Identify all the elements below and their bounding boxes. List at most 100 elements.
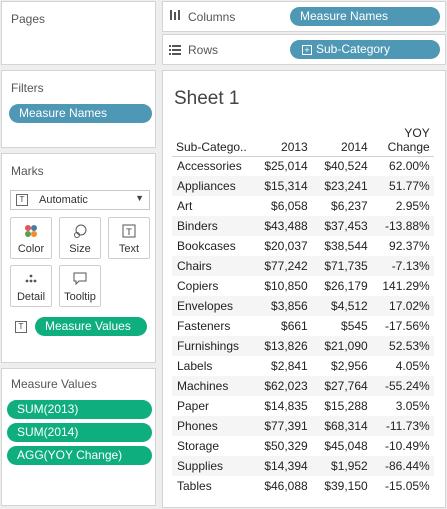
cell-2014[interactable]: $27,764 bbox=[311, 376, 372, 396]
cell-2013[interactable]: $20,037 bbox=[264, 239, 308, 253]
cell-2014[interactable]: $45,048 bbox=[324, 439, 368, 453]
cell-2013[interactable]: $77,242 bbox=[250, 256, 312, 276]
cell-yoy-change[interactable]: -17.56% bbox=[385, 319, 430, 333]
table-row: Chairs $77,242 $71,735 -7.13% bbox=[172, 256, 434, 276]
cell-2014[interactable]: $38,544 bbox=[324, 239, 368, 253]
cell-2014[interactable]: $1,952 bbox=[311, 456, 372, 476]
mark-type-dropdown[interactable]: T Automatic ▼ bbox=[10, 190, 150, 210]
cell-sub-category[interactable]: Phones bbox=[172, 416, 251, 436]
measure-value-pill-sum-2013[interactable]: SUM(2013) bbox=[7, 400, 152, 419]
cell-sub-category[interactable]: Paper bbox=[177, 399, 210, 413]
size-card[interactable]: Size bbox=[59, 217, 101, 259]
mark-type-icon: T bbox=[16, 194, 28, 206]
detail-card[interactable]: Detail bbox=[10, 265, 52, 307]
cell-2014[interactable]: $2,956 bbox=[331, 359, 368, 373]
filter-pill-measure-names[interactable]: Measure Names bbox=[9, 104, 152, 123]
cell-sub-category[interactable]: Chairs bbox=[172, 256, 251, 276]
text-card-label: Text bbox=[118, 243, 140, 255]
rows-label: Rows bbox=[188, 43, 219, 57]
rows-pill-label: Sub-Category bbox=[316, 42, 391, 56]
cell-sub-category[interactable]: Envelopes bbox=[172, 296, 251, 316]
table-row: Envelopes $3,856 $4,512 17.02% bbox=[172, 296, 434, 316]
cell-2013[interactable]: $46,088 bbox=[264, 479, 308, 493]
header-yoy-line2: Change bbox=[387, 139, 430, 154]
cell-sub-category[interactable]: Tables bbox=[177, 479, 212, 493]
cell-yoy-change[interactable]: 4.05% bbox=[395, 359, 430, 373]
cell-2013[interactable]: $77,391 bbox=[250, 416, 312, 436]
size-card-label: Size bbox=[69, 243, 91, 255]
color-card[interactable]: Color bbox=[10, 217, 52, 259]
cell-sub-category[interactable]: Machines bbox=[172, 376, 251, 396]
cell-2013[interactable]: $3,856 bbox=[250, 296, 312, 316]
measure-value-pill-yoy-change[interactable]: AGG(YOY Change) bbox=[7, 446, 152, 465]
cell-2013[interactable]: $10,850 bbox=[264, 279, 308, 293]
cell-sub-category[interactable]: Art bbox=[177, 199, 193, 213]
marks-pill-measure-values[interactable]: Measure Values bbox=[35, 317, 147, 336]
cell-yoy-change[interactable]: -11.73% bbox=[371, 416, 434, 436]
cell-yoy-change[interactable]: -7.13% bbox=[371, 256, 434, 276]
cell-2014[interactable]: $15,288 bbox=[324, 399, 368, 413]
text-card[interactable]: T Text bbox=[108, 217, 150, 259]
cell-yoy-change[interactable]: -55.24% bbox=[371, 376, 434, 396]
table-row: Labels $2,841 $2,956 4.05% bbox=[172, 356, 434, 376]
cell-sub-category[interactable]: Labels bbox=[177, 359, 213, 373]
cell-yoy-change[interactable]: 52.53% bbox=[371, 336, 434, 356]
header-row: Sub-Catego.. 2013 2014 YOY Change bbox=[172, 122, 434, 157]
cell-2014[interactable]: $545 bbox=[341, 319, 368, 333]
detail-icon bbox=[11, 271, 51, 287]
header-2013[interactable]: 2013 bbox=[250, 122, 312, 157]
header-sub-category[interactable]: Sub-Catego.. bbox=[172, 122, 251, 157]
cell-yoy-change[interactable]: 17.02% bbox=[371, 296, 434, 316]
cell-2014[interactable]: $40,524 bbox=[324, 159, 368, 174]
cell-2014[interactable]: $4,512 bbox=[311, 296, 372, 316]
measure-value-pill-sum-2014[interactable]: SUM(2014) bbox=[7, 423, 152, 442]
cell-2013[interactable]: $2,841 bbox=[271, 359, 308, 373]
tooltip-card-label: Tooltip bbox=[64, 291, 96, 303]
cell-2013[interactable]: $13,826 bbox=[250, 336, 312, 356]
header-yoy-change[interactable]: YOY Change bbox=[371, 122, 434, 157]
cell-sub-category[interactable]: Furnishings bbox=[172, 336, 251, 356]
cell-yoy-change[interactable]: 92.37% bbox=[389, 239, 430, 253]
cell-2014[interactable]: $71,735 bbox=[311, 256, 372, 276]
cell-yoy-change[interactable]: -13.88% bbox=[371, 216, 434, 236]
cell-yoy-change[interactable]: -10.49% bbox=[385, 439, 430, 453]
rows-pill-sub-category[interactable]: + Sub-Category bbox=[290, 40, 440, 59]
cell-2013[interactable]: $25,014 bbox=[264, 159, 308, 174]
cell-sub-category[interactable]: Binders bbox=[172, 216, 251, 236]
cell-2014[interactable]: $68,314 bbox=[311, 416, 372, 436]
cell-yoy-change[interactable]: 141.29% bbox=[382, 279, 430, 293]
cell-2013[interactable]: $6,058 bbox=[271, 199, 308, 213]
tooltip-card[interactable]: Tooltip bbox=[59, 265, 101, 307]
table-row: Phones $77,391 $68,314 -11.73% bbox=[172, 416, 434, 436]
cell-sub-category[interactable]: Accessories bbox=[177, 159, 242, 174]
columns-label: Columns bbox=[188, 10, 236, 24]
cell-yoy-change[interactable]: 3.05% bbox=[395, 399, 430, 413]
cell-sub-category[interactable]: Storage bbox=[177, 439, 220, 453]
cell-2014[interactable]: $39,150 bbox=[324, 479, 368, 493]
cell-sub-category[interactable]: Appliances bbox=[172, 176, 251, 196]
cell-yoy-change[interactable]: 51.77% bbox=[371, 176, 434, 196]
cell-sub-category[interactable]: Copiers bbox=[177, 279, 219, 293]
cell-2013[interactable]: $43,488 bbox=[250, 216, 312, 236]
columns-pill-measure-names[interactable]: Measure Names bbox=[290, 7, 440, 26]
cell-yoy-change[interactable]: 2.95% bbox=[395, 199, 430, 213]
cell-2014[interactable]: $21,090 bbox=[311, 336, 372, 356]
cell-sub-category[interactable]: Bookcases bbox=[177, 239, 236, 253]
cell-yoy-change[interactable]: -15.05% bbox=[385, 479, 430, 493]
cell-2013[interactable]: $14,394 bbox=[250, 456, 312, 476]
cell-yoy-change[interactable]: 62.00% bbox=[389, 159, 430, 174]
cell-2013[interactable]: $62,023 bbox=[250, 376, 312, 396]
cell-yoy-change[interactable]: -86.44% bbox=[371, 456, 434, 476]
cell-2013[interactable]: $15,314 bbox=[250, 176, 312, 196]
cell-2014[interactable]: $23,241 bbox=[311, 176, 372, 196]
cell-sub-category[interactable]: Fasteners bbox=[177, 319, 231, 333]
cell-sub-category[interactable]: Supplies bbox=[172, 456, 251, 476]
text-encoding-icon: T bbox=[15, 321, 27, 333]
cell-2013[interactable]: $661 bbox=[281, 319, 308, 333]
cell-2013[interactable]: $14,835 bbox=[264, 399, 308, 413]
cell-2014[interactable]: $26,179 bbox=[324, 279, 368, 293]
cell-2013[interactable]: $50,329 bbox=[264, 439, 308, 453]
cell-2014[interactable]: $37,453 bbox=[311, 216, 372, 236]
cell-2014[interactable]: $6,237 bbox=[331, 199, 368, 213]
header-2014[interactable]: 2014 bbox=[311, 122, 372, 157]
